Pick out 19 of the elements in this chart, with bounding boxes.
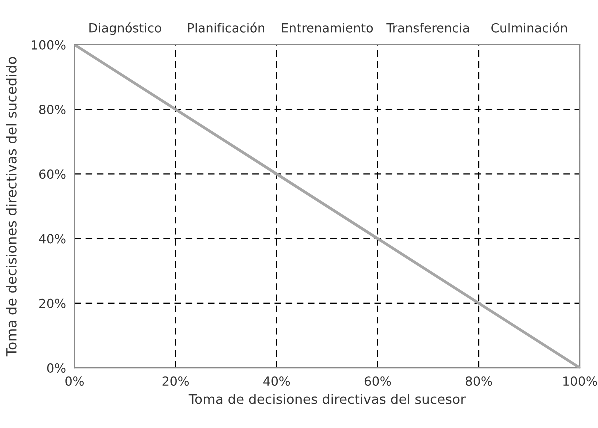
text: Entrenamiento xyxy=(282,23,374,33)
y-tick-label: 100% xyxy=(32,40,66,50)
x-axis-title: Toma de decisiones directivas del sucesor xyxy=(188,394,466,404)
y-tick-label: 40% xyxy=(39,234,66,244)
text: Diagnóstico xyxy=(90,22,162,36)
text: Culminación xyxy=(492,22,568,33)
x-tick-label: 80% xyxy=(466,376,492,386)
x-tick-label: 20% xyxy=(162,376,190,386)
y-tick-label: 80% xyxy=(39,105,66,114)
y-tick-label: 60% xyxy=(40,170,66,180)
y-tick-label: 20% xyxy=(40,298,66,308)
y-axis-title: Toma de decisiones directivas del sucedido xyxy=(6,57,17,357)
x-tick-label: 60% xyxy=(364,376,392,386)
text: Planificación xyxy=(188,22,264,33)
x-tick-label: 0% xyxy=(66,376,84,386)
x-tick-label: 40% xyxy=(264,376,290,386)
x-tick-label: 100% xyxy=(564,376,598,386)
y-tick-label: 0% xyxy=(47,364,66,374)
text: Transferencia xyxy=(386,23,470,33)
